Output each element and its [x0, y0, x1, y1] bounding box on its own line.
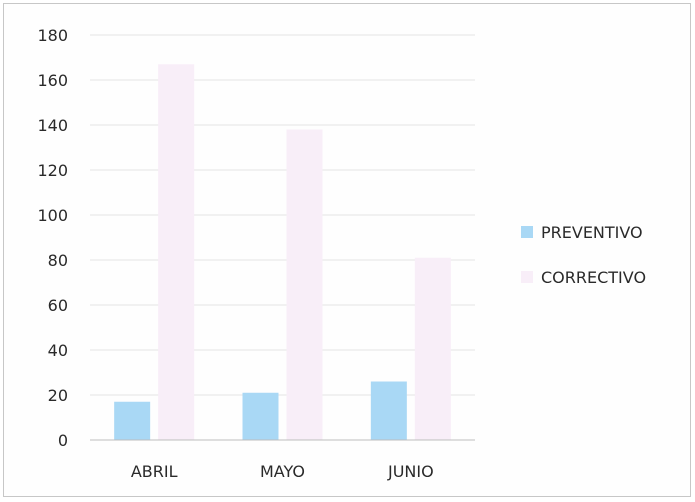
y-tick-label: 100 — [37, 206, 68, 225]
y-tick-label: 120 — [37, 161, 68, 180]
x-tick-label: JUNIO — [387, 462, 434, 481]
bar-correctivo-junio — [414, 257, 451, 440]
legend-swatch-correctivo — [521, 271, 533, 283]
y-tick-label: 40 — [48, 341, 68, 360]
x-tick-label: MAYO — [260, 462, 305, 481]
y-tick-label: 0 — [58, 431, 68, 450]
legend-label-correctivo: CORRECTIVO — [541, 268, 646, 287]
gridlines — [90, 34, 475, 396]
y-tick-label: 140 — [37, 116, 68, 135]
bar-correctivo-abril — [158, 64, 195, 440]
y-tick-label: 80 — [48, 251, 68, 270]
bars — [114, 64, 451, 440]
bar-preventivo-abril — [114, 401, 151, 440]
bar-preventivo-junio — [370, 381, 407, 440]
legend-swatch-preventivo — [521, 226, 533, 238]
bar-preventivo-mayo — [242, 392, 279, 440]
bar-correctivo-mayo — [286, 129, 323, 440]
legend: PREVENTIVO CORRECTIVO — [521, 223, 646, 287]
y-tick-label: 60 — [48, 296, 68, 315]
y-tick-label: 180 — [37, 26, 68, 45]
legend-label-preventivo: PREVENTIVO — [541, 223, 643, 242]
y-axis-tick-labels: 0 20 40 60 80 100 120 140 160 180 — [37, 26, 68, 450]
y-tick-label: 20 — [48, 386, 68, 405]
x-axis-tick-labels: ABRIL MAYO JUNIO — [131, 462, 434, 481]
x-tick-label: ABRIL — [131, 462, 178, 481]
y-tick-label: 160 — [37, 71, 68, 90]
